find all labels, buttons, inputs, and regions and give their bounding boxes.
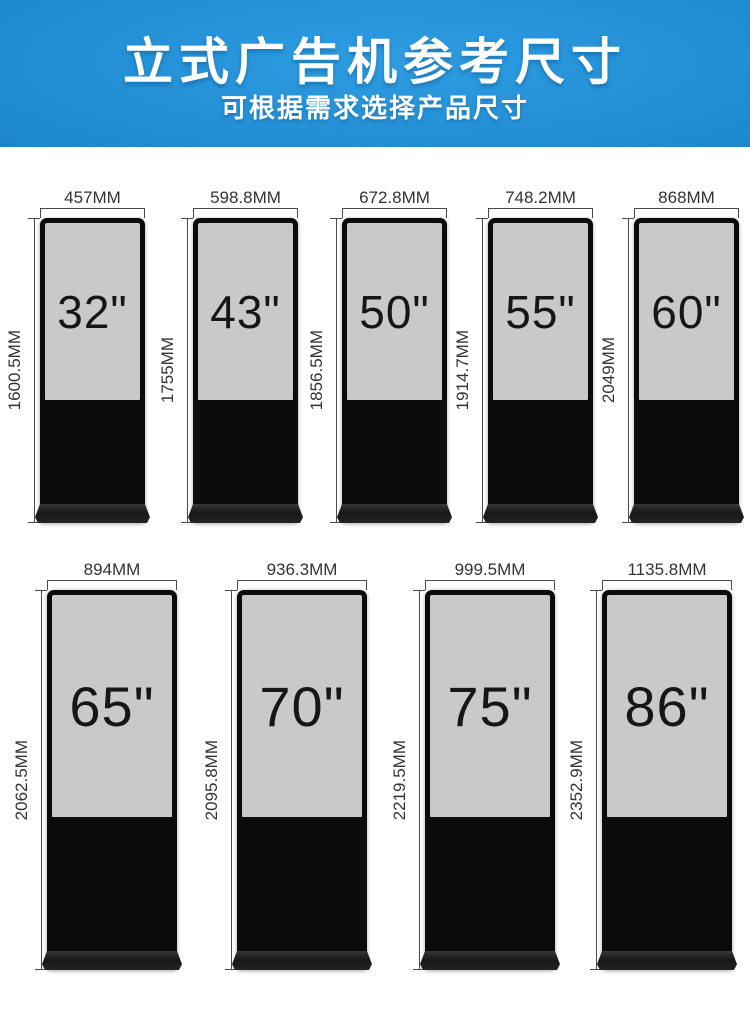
- kiosk-base: [42, 951, 182, 970]
- kiosk-body: 55": [488, 218, 593, 523]
- kiosk-base: [483, 504, 598, 523]
- page-title: 立式广告机参考尺寸: [123, 34, 627, 90]
- kiosk-figure-50: 672.8MM 1856.5MM 50": [304, 188, 447, 523]
- width-dimension-line: [40, 208, 145, 218]
- kiosk-body: 65": [47, 590, 177, 970]
- height-dimension-label: 1600.5MM: [5, 330, 24, 411]
- height-dimension-label: 1914.7MM: [453, 330, 472, 411]
- kiosk-body: 86": [602, 590, 732, 970]
- screen-size-label: 86": [624, 674, 710, 738]
- screen-size-label: 75": [447, 674, 533, 738]
- kiosk-screen: 86": [607, 595, 727, 817]
- kiosk-screen: 50": [347, 223, 442, 400]
- width-dimension-label: 457MM: [64, 188, 121, 207]
- kiosk-screen: 55": [493, 223, 588, 400]
- kiosk-figure-55: 748.2MM 1914.7MM 55": [450, 188, 593, 523]
- kiosk-body: 43": [193, 218, 298, 523]
- width-dimension-label: 748.2MM: [505, 188, 576, 207]
- kiosk-screen: 65": [52, 595, 172, 817]
- screen-size-label: 60": [651, 285, 722, 338]
- kiosk-screen: 70": [242, 595, 362, 817]
- height-dimension-line: [413, 590, 425, 970]
- height-dimension-line: [35, 590, 47, 970]
- screen-size-label: 55": [505, 285, 576, 338]
- screen-size-label: 43": [210, 285, 281, 338]
- screen-size-label: 70": [259, 674, 345, 738]
- width-dimension-label: 672.8MM: [359, 188, 430, 207]
- screen-size-label: 32": [57, 285, 128, 338]
- kiosk-body: 32": [40, 218, 145, 523]
- kiosk-screen: 60": [639, 223, 734, 400]
- kiosk-screen: 75": [430, 595, 550, 817]
- kiosk-screen: 32": [45, 223, 140, 400]
- kiosk-base: [337, 504, 452, 523]
- width-dimension-line: [425, 580, 555, 590]
- kiosk-body: 60": [634, 218, 739, 523]
- kiosk-base: [35, 504, 150, 523]
- width-dimension-line: [602, 580, 732, 590]
- width-dimension-label: 894MM: [83, 560, 141, 579]
- kiosk-body: 75": [425, 590, 555, 970]
- kiosk-base: [188, 504, 303, 523]
- height-dimension-label: 2062.5MM: [12, 739, 31, 821]
- height-dimension-line: [330, 218, 342, 523]
- width-dimension-line: [237, 580, 367, 590]
- height-dimension-line: [181, 218, 193, 523]
- kiosk-figure-65: 894MM 2062.5MM 65": [9, 560, 177, 970]
- width-dimension-line: [488, 208, 593, 218]
- width-dimension-line: [193, 208, 298, 218]
- kiosk-base: [232, 951, 372, 970]
- kiosk-figure-86: 1135.8MM 2352.9MM 86": [564, 560, 732, 970]
- kiosk-figure-43: 598.8MM 1755MM 43": [155, 188, 298, 523]
- screen-size-label: 50": [359, 285, 430, 338]
- height-dimension-label: 2352.9MM: [567, 739, 586, 821]
- header-banner: 立式广告机参考尺寸 可根据需求选择产品尺寸: [0, 0, 750, 147]
- kiosk-base: [629, 504, 744, 523]
- kiosk-body: 70": [237, 590, 367, 970]
- kiosk-figure-32: 457MM 1600.5MM 32": [2, 188, 145, 523]
- height-dimension-line: [28, 218, 40, 523]
- height-dimension-line: [476, 218, 488, 523]
- height-dimension-label: 2049MM: [599, 337, 618, 404]
- kiosk-figure-75: 999.5MM 2219.5MM 75": [387, 560, 555, 970]
- kiosk-base: [597, 951, 737, 970]
- page-subtitle: 可根据需求选择产品尺寸: [220, 93, 529, 123]
- height-dimension-line: [225, 590, 237, 970]
- width-dimension-line: [47, 580, 177, 590]
- kiosk-figure-60: 868MM 2049MM 60": [596, 188, 739, 523]
- height-dimension-line: [590, 590, 602, 970]
- kiosk-body: 50": [342, 218, 447, 523]
- kiosk-screen: 43": [198, 223, 293, 400]
- width-dimension-label: 936.3MM: [266, 560, 338, 579]
- height-dimension-label: 1755MM: [158, 337, 177, 404]
- width-dimension-label: 1135.8MM: [627, 560, 707, 579]
- width-dimension-line: [342, 208, 447, 218]
- height-dimension-line: [622, 218, 634, 523]
- width-dimension-label: 999.5MM: [454, 560, 526, 579]
- width-dimension-label: 598.8MM: [210, 188, 281, 207]
- height-dimension-label: 1856.5MM: [307, 330, 326, 411]
- kiosk-figure-70: 936.3MM 2095.8MM 70": [199, 560, 367, 970]
- kiosk-base: [420, 951, 560, 970]
- height-dimension-label: 2095.8MM: [202, 739, 221, 821]
- height-dimension-label: 2219.5MM: [390, 739, 409, 821]
- width-dimension-line: [634, 208, 739, 218]
- screen-size-label: 65": [69, 674, 155, 738]
- width-dimension-label: 868MM: [658, 188, 715, 207]
